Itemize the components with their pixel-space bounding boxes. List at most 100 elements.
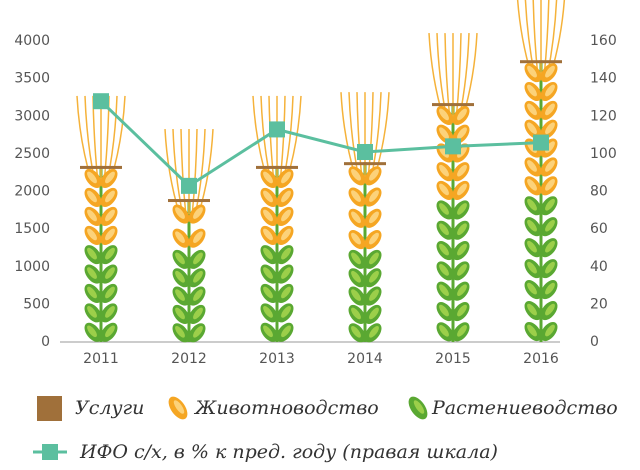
grain-light bbox=[457, 325, 467, 337]
legend-icon bbox=[173, 400, 185, 414]
x-tick-label: 2014 bbox=[347, 351, 383, 367]
grain-light bbox=[545, 122, 555, 135]
grain-light bbox=[105, 306, 115, 318]
grain-light bbox=[439, 284, 449, 297]
grain-light bbox=[175, 307, 185, 320]
grain-light bbox=[263, 247, 273, 260]
awn bbox=[279, 95, 286, 181]
segment-band bbox=[168, 199, 210, 203]
grain-light bbox=[193, 307, 203, 320]
grain-light bbox=[527, 103, 537, 116]
grain-light bbox=[457, 203, 467, 215]
grain-light bbox=[105, 286, 115, 299]
awn bbox=[444, 33, 451, 119]
grain-light bbox=[175, 252, 185, 265]
grain-light bbox=[105, 171, 115, 184]
bar-segment bbox=[344, 162, 386, 166]
y-tick-label: 1500 bbox=[14, 221, 50, 237]
grain-light bbox=[193, 326, 203, 338]
marker bbox=[93, 93, 109, 110]
marker bbox=[533, 134, 549, 151]
grain-light bbox=[545, 198, 555, 211]
grain-light bbox=[545, 84, 555, 97]
legend-label: Растениеводство bbox=[431, 397, 618, 419]
legend-icon bbox=[413, 400, 425, 414]
grain-light bbox=[457, 108, 467, 121]
grain-light bbox=[351, 289, 361, 301]
bar-segment bbox=[172, 204, 206, 248]
grain-light bbox=[527, 198, 537, 211]
y2-tick-label: 100 bbox=[590, 146, 617, 162]
grain-light bbox=[351, 190, 361, 202]
grain-light bbox=[87, 286, 97, 299]
grain-light bbox=[545, 282, 555, 295]
grain-light bbox=[457, 183, 467, 196]
y-tick-label: 4000 bbox=[14, 33, 50, 49]
grain-light bbox=[527, 261, 537, 274]
y-tick-label: 3500 bbox=[14, 71, 50, 87]
y2-tick-label: 140 bbox=[590, 71, 617, 87]
grain-light bbox=[351, 270, 361, 283]
grain-light bbox=[369, 270, 379, 283]
grain-light bbox=[439, 325, 449, 337]
grain-light bbox=[457, 264, 467, 276]
y-tick-label: 1000 bbox=[14, 259, 50, 275]
bar-segment bbox=[520, 60, 562, 64]
grain-light bbox=[105, 325, 115, 338]
grain-light bbox=[545, 219, 555, 232]
marker bbox=[181, 177, 197, 194]
grain-light bbox=[369, 252, 379, 265]
bar-segment bbox=[260, 168, 294, 245]
grain-light bbox=[281, 325, 291, 338]
y-tick-label: 500 bbox=[23, 296, 50, 312]
grain-light bbox=[281, 286, 291, 299]
grain-light bbox=[193, 231, 203, 243]
grain-light bbox=[105, 190, 115, 203]
awn bbox=[180, 129, 187, 215]
grain-light bbox=[175, 289, 185, 301]
grain-light bbox=[193, 289, 203, 301]
grain-light bbox=[193, 207, 203, 219]
marker bbox=[357, 143, 373, 160]
awn bbox=[455, 33, 462, 119]
awn bbox=[532, 0, 539, 76]
grain-light bbox=[439, 304, 449, 317]
grain-light bbox=[527, 303, 537, 316]
awn bbox=[356, 92, 363, 178]
x-tick-label: 2016 bbox=[523, 351, 559, 367]
segment-band bbox=[432, 103, 474, 107]
segment-band bbox=[80, 165, 122, 169]
legend-icon bbox=[42, 444, 58, 460]
grain-light bbox=[527, 219, 537, 232]
grain-light bbox=[193, 270, 203, 283]
awn bbox=[543, 0, 550, 76]
grain-light bbox=[457, 304, 467, 317]
awn bbox=[367, 92, 374, 178]
grain-light bbox=[105, 228, 115, 241]
grain-light bbox=[527, 240, 537, 253]
grain-light bbox=[351, 168, 361, 181]
grain-light bbox=[439, 183, 449, 196]
grain-light bbox=[545, 303, 555, 316]
grain-light bbox=[281, 267, 291, 279]
legend-label: Животноводство bbox=[193, 397, 379, 419]
bar-segment bbox=[256, 165, 298, 169]
grain-light bbox=[87, 306, 97, 318]
grain-light bbox=[545, 240, 555, 253]
x-tick-label: 2011 bbox=[83, 351, 119, 367]
grain-light bbox=[193, 252, 203, 265]
grain-light bbox=[263, 228, 273, 241]
grain-light bbox=[545, 261, 555, 274]
grain-light bbox=[87, 267, 97, 279]
y2-tick-label: 20 bbox=[590, 296, 608, 312]
y-tick-label: 0 bbox=[41, 334, 50, 350]
awn bbox=[191, 129, 198, 215]
grain-light bbox=[527, 282, 537, 295]
bar-segment bbox=[168, 199, 210, 203]
grain-light bbox=[105, 267, 115, 279]
grain-light bbox=[105, 209, 115, 222]
grain-light bbox=[439, 127, 449, 140]
bar-segment bbox=[524, 63, 558, 196]
segment-band bbox=[344, 162, 386, 166]
